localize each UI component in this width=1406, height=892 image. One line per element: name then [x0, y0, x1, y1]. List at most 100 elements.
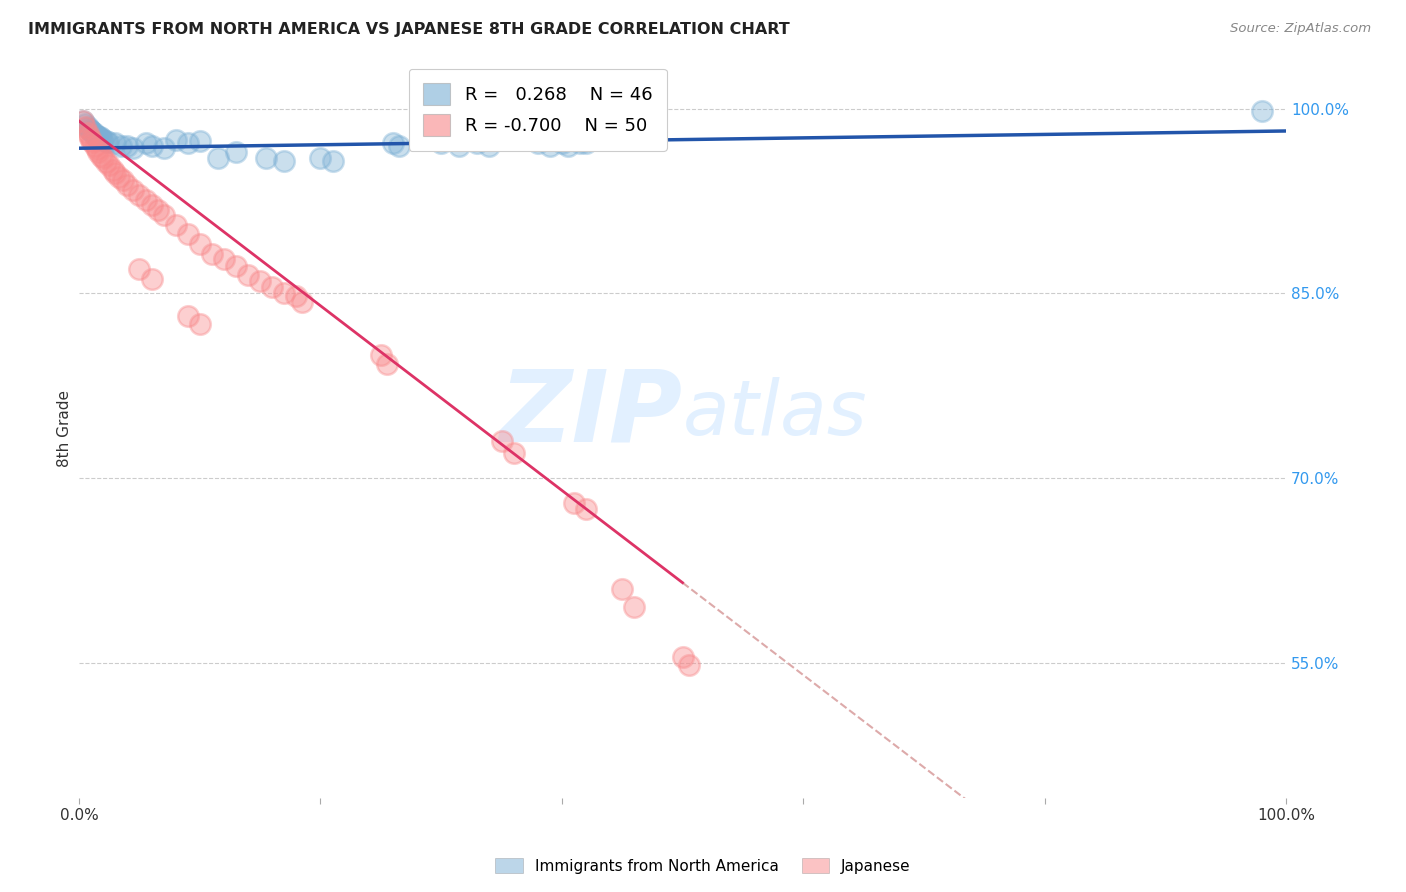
- Point: [98, 158, 121, 172]
- Point: [212, 252, 235, 266]
- Text: Source: ZipAtlas.com: Source: ZipAtlas.com: [1230, 22, 1371, 36]
- Point: [87, 145, 110, 159]
- Point: [117, 178, 139, 193]
- Point: [165, 218, 187, 232]
- Point: [104, 136, 127, 151]
- Point: [76, 127, 98, 141]
- Point: [449, 138, 471, 153]
- Point: [108, 169, 131, 184]
- Point: [75, 117, 97, 131]
- Point: [80, 133, 103, 147]
- Point: [370, 348, 392, 362]
- Point: [262, 280, 284, 294]
- Point: [146, 202, 169, 217]
- Point: [87, 130, 110, 145]
- Point: [188, 317, 211, 331]
- Point: [141, 198, 163, 212]
- Text: IMMIGRANTS FROM NORTH AMERICA VS JAPANESE 8TH GRADE CORRELATION CHART: IMMIGRANTS FROM NORTH AMERICA VS JAPANES…: [28, 22, 790, 37]
- Point: [568, 136, 591, 151]
- Point: [72, 114, 94, 128]
- Point: [575, 501, 598, 516]
- Point: [134, 136, 156, 151]
- Point: [502, 446, 524, 460]
- Point: [80, 124, 103, 138]
- Point: [538, 138, 561, 153]
- Point: [152, 208, 174, 222]
- Point: [83, 138, 105, 153]
- Point: [104, 166, 127, 180]
- Point: [152, 141, 174, 155]
- Point: [91, 151, 114, 165]
- Point: [225, 260, 247, 274]
- Text: ZIP: ZIP: [499, 366, 682, 463]
- Point: [285, 289, 308, 303]
- Point: [177, 136, 200, 151]
- Point: [201, 247, 224, 261]
- Point: [557, 138, 579, 153]
- Point: [273, 286, 295, 301]
- Point: [141, 138, 163, 153]
- Point: [165, 133, 187, 147]
- Point: [225, 145, 247, 159]
- Point: [526, 136, 548, 151]
- Point: [177, 309, 200, 323]
- Point: [101, 163, 124, 178]
- Point: [128, 261, 150, 276]
- Point: [207, 151, 229, 165]
- Point: [122, 141, 145, 155]
- Point: [89, 130, 111, 145]
- Point: [551, 136, 574, 151]
- Point: [322, 153, 344, 168]
- Point: [388, 138, 411, 153]
- Point: [188, 237, 211, 252]
- Point: [75, 120, 97, 135]
- Point: [491, 434, 513, 449]
- Point: [117, 138, 139, 153]
- Point: [111, 173, 134, 187]
- Point: [467, 136, 489, 151]
- Point: [91, 133, 114, 147]
- Point: [76, 120, 98, 135]
- Point: [77, 121, 100, 136]
- Point: [678, 658, 700, 673]
- Point: [309, 151, 332, 165]
- Point: [97, 135, 120, 149]
- Point: [110, 138, 132, 153]
- Point: [381, 136, 404, 151]
- Point: [562, 496, 585, 510]
- Point: [94, 134, 117, 148]
- Point: [79, 122, 101, 136]
- Point: [82, 135, 104, 149]
- Text: atlas: atlas: [682, 377, 868, 451]
- Point: [375, 357, 398, 371]
- Point: [1250, 104, 1272, 119]
- Point: [94, 154, 117, 169]
- Point: [254, 151, 277, 165]
- Point: [236, 268, 259, 282]
- Y-axis label: 8th Grade: 8th Grade: [58, 391, 72, 467]
- Point: [84, 128, 107, 143]
- Point: [671, 649, 693, 664]
- Point: [273, 153, 295, 168]
- Legend: R =   0.268    N = 46, R = -0.700    N = 50: R = 0.268 N = 46, R = -0.700 N = 50: [409, 69, 666, 151]
- Point: [90, 148, 112, 162]
- Point: [188, 134, 211, 148]
- Point: [575, 136, 598, 151]
- Point: [141, 271, 163, 285]
- Point: [72, 114, 94, 128]
- Legend: Immigrants from North America, Japanese: Immigrants from North America, Japanese: [489, 852, 917, 880]
- Point: [86, 143, 108, 157]
- Point: [122, 183, 145, 197]
- Point: [77, 128, 100, 143]
- Point: [86, 128, 108, 143]
- Point: [82, 125, 104, 139]
- Point: [612, 582, 634, 596]
- Point: [430, 136, 453, 151]
- Point: [83, 127, 105, 141]
- Point: [478, 138, 501, 153]
- Point: [291, 295, 314, 310]
- Point: [249, 274, 271, 288]
- Point: [90, 131, 112, 145]
- Point: [134, 193, 156, 207]
- Point: [128, 188, 150, 202]
